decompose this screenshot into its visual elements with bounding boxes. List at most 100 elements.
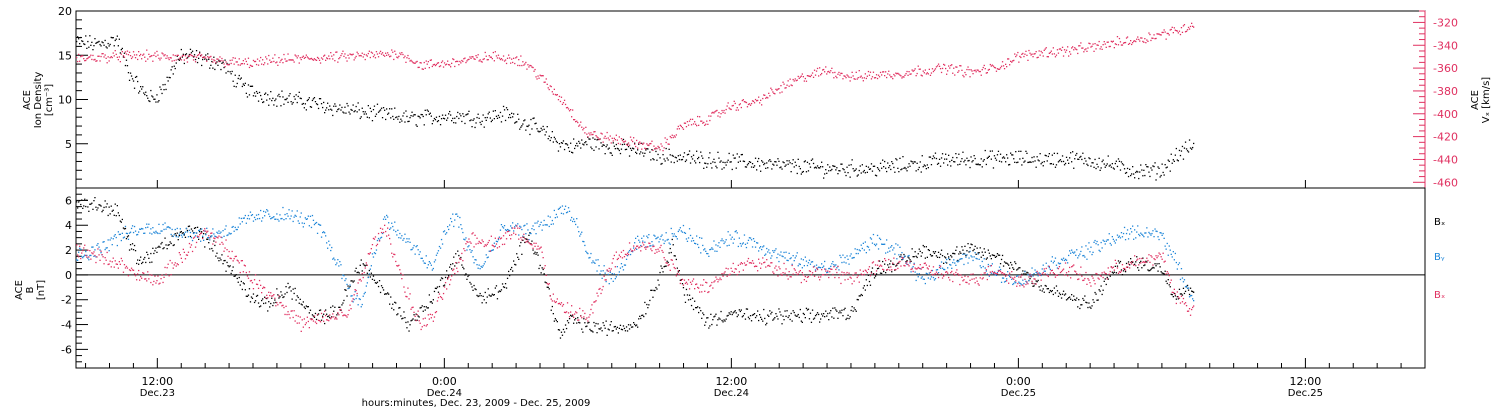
b-series-2-point: [465, 243, 467, 245]
b-series-1-point: [976, 258, 978, 260]
velocity-series-point: [587, 136, 589, 138]
density-series-point: [80, 36, 82, 39]
velocity-series-point: [1069, 51, 1071, 53]
b-series-1-point: [565, 212, 568, 214]
b-series-0-point: [275, 301, 277, 304]
b-series-1-point: [665, 232, 667, 234]
b-series-1-point: [1015, 282, 1017, 284]
b-series-0-point: [772, 319, 774, 321]
velocity-series-point: [625, 143, 628, 146]
b-series-2-point: [165, 273, 167, 275]
b-series-0-point: [156, 251, 158, 253]
b-series-1-point: [366, 282, 368, 284]
b-series-0-point: [1051, 290, 1053, 292]
velocity-series-point: [565, 107, 568, 109]
density-series-point: [274, 99, 276, 102]
b-series-1-point: [958, 260, 960, 262]
b-series-1-point: [183, 233, 185, 235]
density-series-point: [696, 150, 698, 152]
density-series-point: [218, 59, 220, 61]
density-series-point: [1132, 166, 1134, 168]
b-series-1-point: [148, 223, 150, 225]
velocity-series-point: [749, 104, 752, 106]
b-series-1-point: [1019, 282, 1021, 284]
velocity-series-point: [957, 71, 959, 73]
velocity-series-point: [545, 78, 547, 80]
b-series-1-point: [386, 214, 388, 217]
density-series-point: [704, 162, 706, 164]
b-series-0-point: [1025, 273, 1027, 275]
b-series-1-point: [326, 242, 328, 244]
b-series-1-point: [938, 264, 941, 267]
b-series-1-point: [984, 267, 986, 269]
velocity-series-point: [688, 120, 691, 122]
velocity-series-point: [659, 149, 661, 151]
b-series-1-point: [166, 226, 168, 228]
b-series-1-point: [89, 254, 91, 257]
density-series-point: [1137, 171, 1139, 173]
b-series-1-point: [1173, 259, 1175, 261]
b-series-1-point: [792, 255, 794, 257]
b-series-1-point: [125, 232, 128, 234]
b-series-1-point: [781, 255, 783, 257]
b-series-1-point: [955, 264, 957, 266]
b-series-0-point: [632, 326, 634, 328]
velocity-series-point: [782, 81, 784, 83]
velocity-series-point: [173, 59, 175, 62]
velocity-series-point: [455, 61, 457, 63]
b-series-1-point: [862, 242, 864, 244]
density-series-point: [784, 165, 786, 167]
density-series-point: [816, 165, 819, 167]
b-series-2-point: [134, 275, 137, 277]
b-series-0-point: [689, 298, 692, 301]
b-series-2-point: [110, 266, 112, 268]
density-series-point: [1057, 161, 1060, 163]
b-series-0-point: [1113, 271, 1115, 273]
b-series-1-point: [467, 246, 469, 248]
velocity-series-point: [460, 62, 462, 64]
velocity-series-point: [585, 126, 587, 128]
b-series-1-point: [838, 269, 840, 271]
density-series-point: [752, 166, 755, 168]
velocity-series-point: [419, 62, 421, 64]
density-series-point: [814, 166, 817, 168]
b-series-2-point: [545, 274, 547, 276]
b-series-0-point: [1015, 262, 1017, 265]
b-series-1-point: [552, 223, 554, 225]
b-series-2-point: [113, 266, 115, 268]
b-series-1-point: [952, 261, 954, 264]
b-series-0-point: [585, 325, 587, 328]
density-series-point: [310, 106, 313, 108]
b-series-2-point: [201, 232, 203, 234]
b-series-1-point: [363, 293, 365, 295]
b-series-0-point: [778, 308, 780, 310]
b-series-0-point: [709, 325, 711, 327]
b-series-1-point: [597, 259, 599, 261]
b-series-0-point: [764, 317, 766, 320]
b-series-1-point: [653, 234, 655, 236]
b-series-2-point: [84, 244, 86, 246]
b-series-2-point: [499, 238, 502, 240]
velocity-series-point: [227, 64, 229, 66]
density-series-point: [156, 94, 158, 96]
b-series-1-point: [733, 238, 735, 240]
b-series-0-point: [308, 312, 310, 314]
b-series-2-point: [379, 227, 382, 229]
b-series-1-point: [706, 252, 708, 255]
density-series-point: [804, 160, 806, 162]
velocity-series-point: [959, 65, 961, 67]
density-series-point: [717, 151, 719, 153]
velocity-series-point: [1058, 48, 1061, 50]
density-series-point: [407, 120, 409, 123]
density-series-point: [652, 158, 654, 160]
velocity-series-point: [512, 61, 514, 64]
b-series-0-point: [269, 306, 271, 308]
density-series-point: [1150, 167, 1152, 169]
velocity-series-point: [696, 125, 698, 127]
b-series-2-point: [284, 313, 286, 316]
b-series-0-point: [228, 266, 230, 268]
b-series-0-point: [366, 272, 368, 274]
density-series-point: [1073, 167, 1075, 169]
density-series-point: [227, 70, 229, 73]
b-series-0-point: [952, 252, 954, 255]
